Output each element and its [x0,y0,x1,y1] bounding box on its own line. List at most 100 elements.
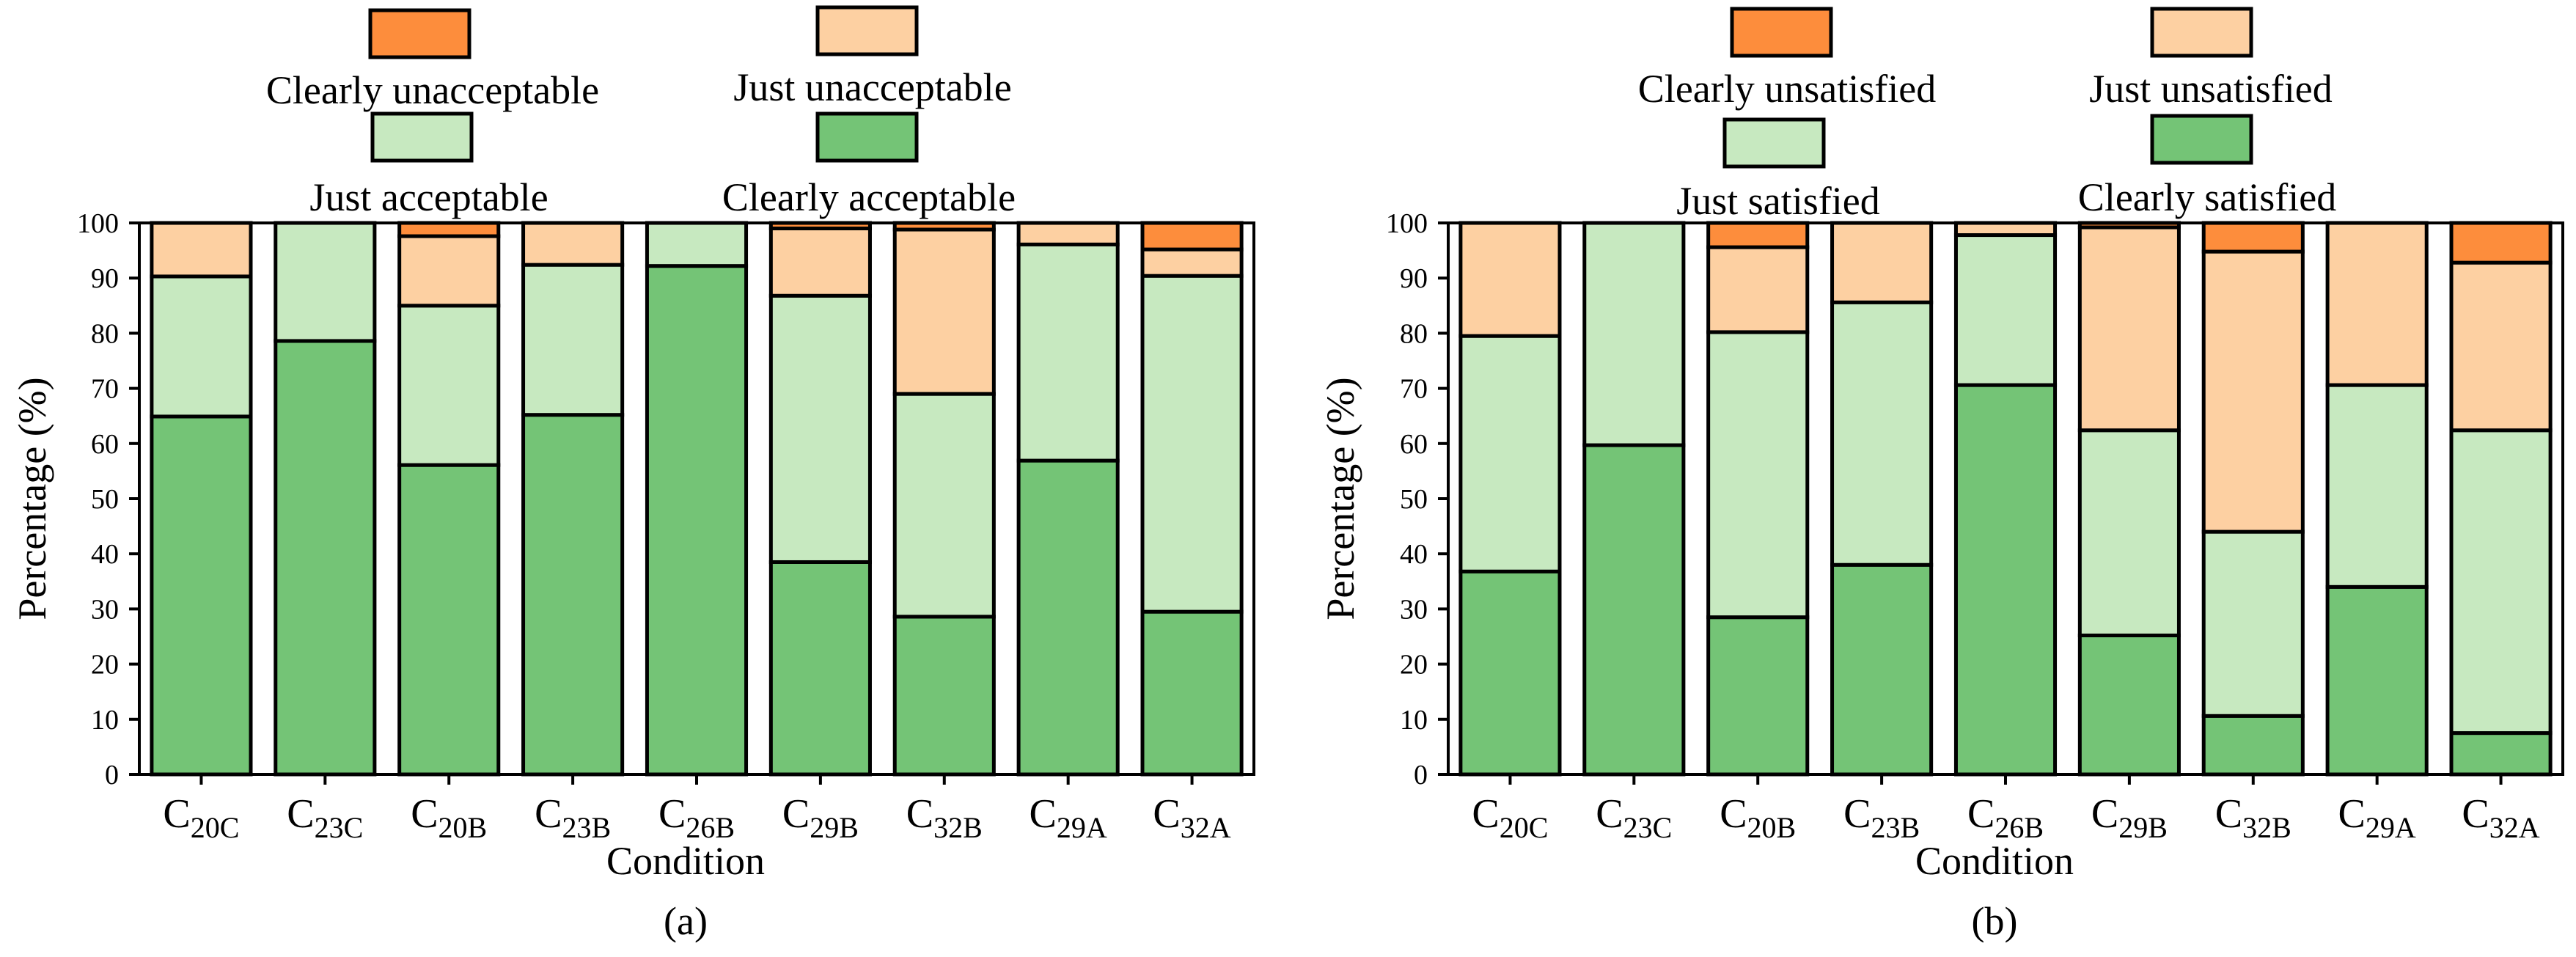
x-tick-label: C29B [2091,791,2168,844]
bar-segment [1140,274,1244,614]
x-tick-label: C23B [1843,791,1920,844]
bar-segment [1458,569,1562,777]
bars [150,221,1244,777]
legend-swatch [1730,7,1833,58]
bar-segment [2201,249,2305,534]
bar-segment [1140,221,1244,252]
y-tick-label: 40 [91,539,119,570]
bar-segment [1458,221,1562,338]
bar-segment [397,304,501,467]
legend-item: Just unsatisfied [2089,7,2333,111]
y-tick-label: 40 [1400,539,1428,570]
y-tick-label: 80 [1400,318,1428,349]
y-tick-label: 90 [1400,263,1428,294]
bar-segment [150,414,253,777]
panel-a: Clearly unacceptable Just unacceptable J… [10,5,1255,943]
bar-segment [397,234,501,308]
bar-segment [1953,221,2058,238]
y-tick-label: 30 [1400,594,1428,625]
bar-segment [1830,562,1934,777]
bar-segment [1140,609,1244,777]
legend-label: Clearly satisfied [2078,175,2336,219]
legend-label: Just acceptable [309,175,548,219]
x-tick-label: C20C [1472,791,1548,844]
y-tick-label: 70 [1400,374,1428,405]
bar-segment [892,392,996,619]
legend: Clearly unacceptable Just unacceptable J… [266,5,1016,219]
x-tick-label: C23C [1596,791,1672,844]
bar-segment [521,263,625,417]
bar-segment [2449,428,2553,736]
bar-segment [2325,383,2429,589]
bar-segment [645,221,749,268]
y-tick-label: 60 [1400,429,1428,460]
bar-segment [2449,260,2553,433]
legend-label: Just unacceptable [733,65,1011,109]
x-tick-label: C23C [287,791,363,844]
bars [1458,221,2553,777]
y-tick-label: 20 [1400,650,1428,681]
x-tick-label: C20B [1720,791,1796,844]
bar-segment [274,339,377,777]
legend-item: Clearly satisfied [2078,114,2336,219]
bar-segment [645,264,749,777]
bar-segment [892,615,996,777]
x-axis-label: Condition [1915,839,2074,883]
y-tick-label: 10 [91,705,119,736]
bar-segment [1016,242,1120,463]
legend-item: Clearly unacceptable [266,8,599,112]
legend-swatch [815,111,919,163]
legend-swatch [2150,114,2253,165]
x-axis-ticks: C20C C23C C20B C23B C26B C29B C32B C29A C32A [163,774,1231,844]
y-axis-label: Percentage (%) [1318,377,1362,620]
y-tick-label: 20 [91,650,119,681]
bar-segment [768,560,872,777]
bar-segment [1458,334,1562,573]
x-tick-label: C29B [782,791,859,844]
bar-segment [2077,225,2181,433]
legend-label: Just unsatisfied [2089,67,2333,111]
x-tick-label: C32B [906,791,983,844]
x-axis-ticks: C20C C23C C20B C23B C26B C29B C32B C29A C32A [1472,774,2540,844]
legend-item: Just unacceptable [733,5,1012,109]
legend-item: Clearly unsatisfied [1638,7,1936,111]
y-tick-label: 100 [77,208,119,239]
y-tick-label: 50 [1400,484,1428,515]
bar-segment [1706,245,1810,334]
bar-segment [1953,383,2058,777]
bar-segment [2325,584,2429,777]
bar-segment [1016,221,1120,246]
x-tick-label: C29A [1030,791,1107,844]
bar-segment [2201,714,2305,777]
legend-item: Just satisfied [1676,117,1880,223]
bar-segment [397,463,501,777]
bar-segment [1830,221,1934,304]
bar-segment [1016,458,1120,777]
y-tick-label: 100 [1386,208,1428,239]
legend-swatch [815,5,919,56]
bar-segment [397,221,501,238]
bar-segment [1953,233,2058,387]
x-tick-label: C26B [658,791,735,844]
x-tick-label: C20C [163,791,239,844]
y-axis-ticks: 0 10 20 30 40 50 60 70 80 90 100 [1386,208,1448,791]
bar-segment [1706,615,1810,777]
bar-segment [2449,731,2553,777]
legend-item: Just acceptable [309,111,548,219]
legend: Clearly unsatisfied Just unsatisfied Jus… [1638,7,2336,223]
bar-segment [768,293,872,564]
x-tick-label: C29A [2338,791,2416,844]
legend-label: Clearly acceptable [722,175,1016,219]
panel-label: (a) [664,899,708,943]
y-tick-label: 30 [91,594,119,625]
bar-segment [150,221,253,279]
x-tick-label: C20B [411,791,487,844]
bar-segment [2325,221,2429,387]
legend-item: Clearly acceptable [722,111,1016,219]
bar-segment [1706,221,1810,249]
x-tick-label: C23B [535,791,611,844]
bar-segment [2077,428,2181,637]
y-tick-label: 50 [91,484,119,515]
y-tick-label: 80 [91,318,119,349]
bar-segment [2449,221,2553,265]
